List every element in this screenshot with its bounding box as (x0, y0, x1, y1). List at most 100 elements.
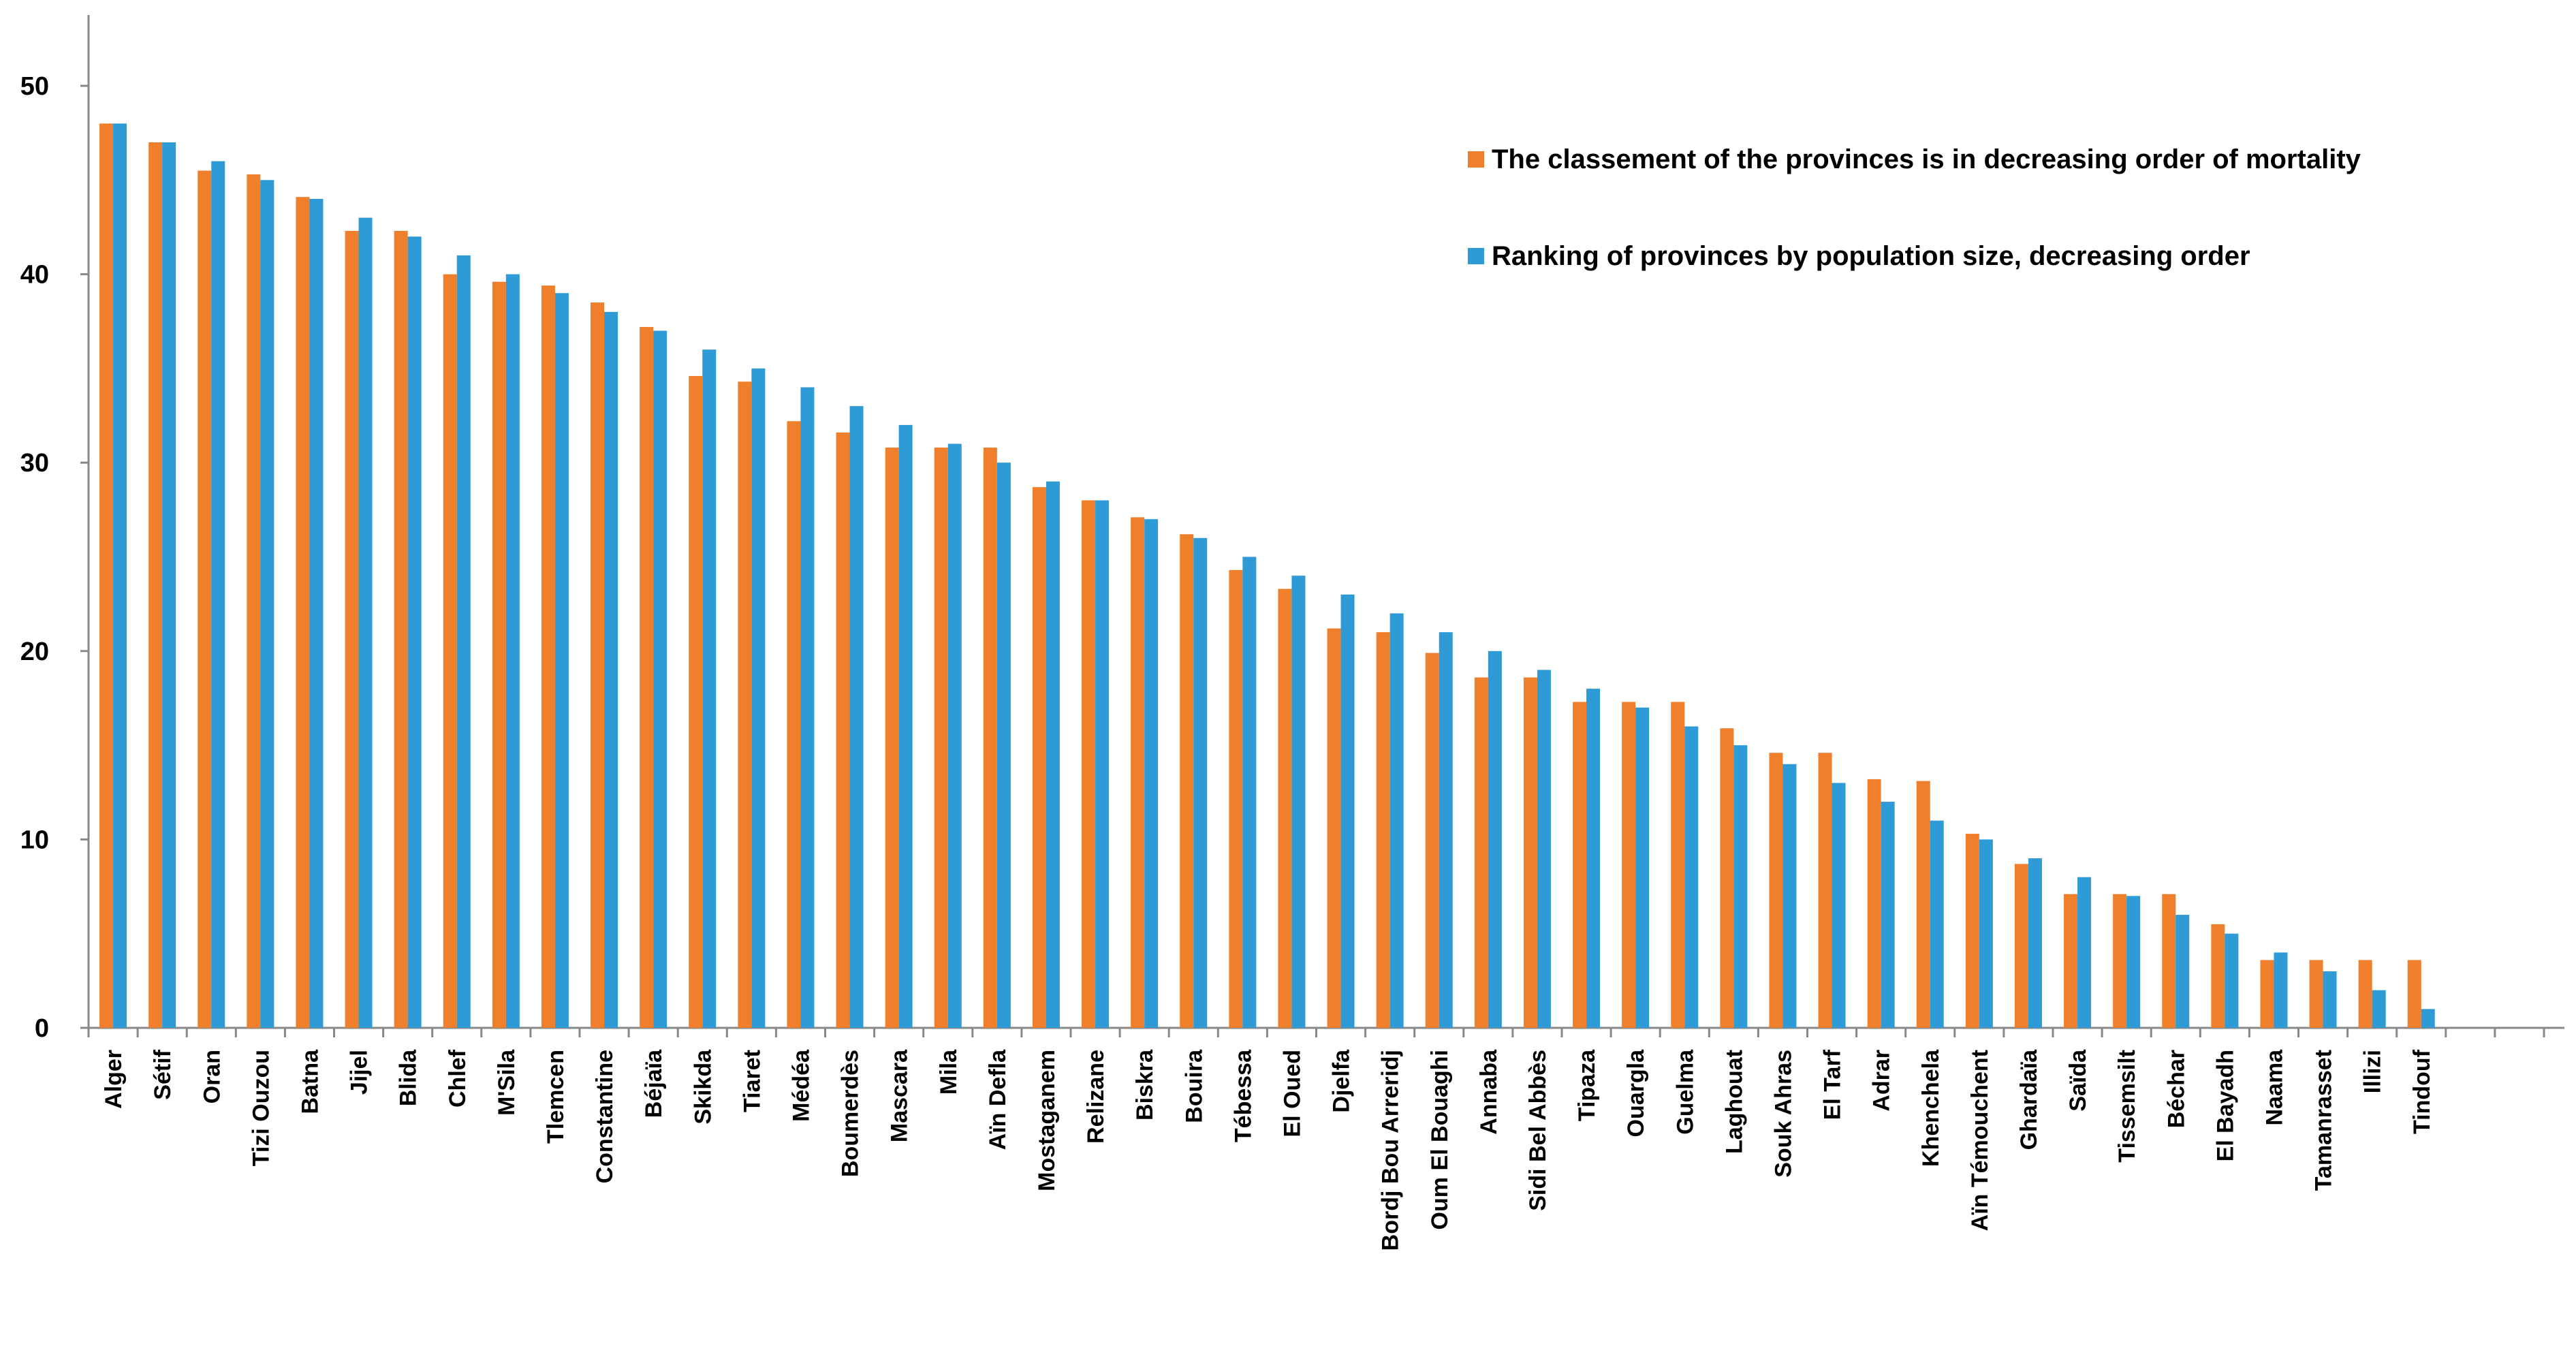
bar-population (1488, 651, 1502, 1028)
x-tick-label: Khenchela (1918, 1049, 1944, 1167)
bar-population (1242, 557, 1257, 1028)
bar-mortality (1916, 781, 1930, 1028)
bar-population (1291, 576, 1306, 1028)
x-tick-label: Tipaza (1574, 1049, 1600, 1121)
bar-mortality (1278, 589, 1292, 1028)
bar-mortality (492, 281, 506, 1028)
x-tick-label: Béjaïa (641, 1049, 667, 1118)
x-tick-label: Chlef (445, 1049, 471, 1108)
x-tick-label: Guelma (1672, 1049, 1698, 1135)
bar-population (1684, 726, 1699, 1028)
bar-mortality (787, 421, 801, 1028)
bar-population (2323, 971, 2337, 1028)
bar-mortality (885, 448, 899, 1028)
bar-population (604, 311, 618, 1028)
x-tick-label: Naama (2261, 1049, 2287, 1126)
bar-population (2274, 952, 2288, 1028)
bar-population (1733, 745, 1748, 1028)
x-tick-label: El Tarf (1820, 1049, 1846, 1120)
bar-population (162, 142, 176, 1029)
bar-population (505, 274, 520, 1029)
x-tick-label: Tlemcen (543, 1050, 569, 1144)
bar-mortality (934, 448, 948, 1028)
x-tick-label: Illizi (2360, 1050, 2386, 1093)
chart-bars (99, 123, 2435, 1029)
x-tick-label: Annaba (1476, 1049, 1502, 1135)
legend-label-mortality: The classement of the provinces is in de… (1492, 144, 2361, 174)
bar-population (1832, 783, 1846, 1028)
bar-population (1537, 670, 1551, 1028)
x-tick-label: Tébessa (1230, 1049, 1256, 1142)
x-tick-label: Oran (199, 1050, 225, 1103)
bar-mortality (541, 285, 555, 1028)
x-tick-label: Mostaganem (1034, 1050, 1060, 1191)
bar-population (456, 255, 471, 1029)
x-tick-label: Sidi Bel Abbès (1525, 1050, 1551, 1211)
bar-mortality (1965, 834, 1979, 1028)
x-tick-label: Blida (396, 1049, 422, 1106)
bar-population (260, 180, 274, 1028)
x-tick-label: Boumerdès (838, 1050, 864, 1177)
bar-population (2372, 990, 2386, 1028)
bar-mortality (2407, 960, 2421, 1028)
bar-mortality (1425, 653, 1439, 1028)
x-tick-label: Ghardaïa (2016, 1049, 2042, 1150)
bar-mortality (1327, 628, 1341, 1028)
bar-population (996, 463, 1011, 1028)
bar-population (1635, 707, 1650, 1028)
bar-population (1782, 764, 1797, 1028)
bar-mortality (1474, 677, 1488, 1028)
x-tick-label: M'Sila (494, 1049, 520, 1116)
bar-population (947, 443, 962, 1028)
y-tick-label: 50 (20, 72, 49, 101)
bar-population (2028, 858, 2042, 1028)
bar-mortality (1867, 779, 1881, 1028)
x-tick-label: Oum El Bouaghi (1427, 1050, 1453, 1229)
bar-population (1389, 613, 1404, 1028)
x-tick-label: Souk Ahras (1770, 1050, 1796, 1178)
bar-mortality (1769, 753, 1783, 1028)
bar-population (2225, 933, 2239, 1028)
y-tick-label: 0 (35, 1014, 49, 1043)
bar-mortality (394, 230, 408, 1029)
legend-swatch-population (1468, 248, 1484, 264)
x-tick-label: Sétif (150, 1049, 176, 1099)
bar-mortality (836, 432, 850, 1028)
legend-swatch-mortality (1468, 151, 1484, 168)
bar-population (1095, 500, 1110, 1028)
bar-population (2126, 896, 2141, 1028)
x-tick-label: Tizi Ouzou (248, 1050, 274, 1166)
bar-population (1881, 802, 1895, 1028)
x-tick-label: Laghouat (1721, 1050, 1747, 1154)
bar-population (751, 368, 766, 1028)
bar-mortality (1032, 487, 1046, 1028)
bar-mortality (983, 448, 997, 1028)
x-tick-label: Mila (936, 1049, 962, 1095)
bar-mortality (2162, 894, 2176, 1028)
bar-population (849, 406, 864, 1028)
bar-population (2421, 1009, 2435, 1028)
bar-population (1586, 689, 1601, 1028)
bar-population (309, 198, 324, 1029)
bar-mortality (198, 170, 212, 1029)
bar-mortality (296, 197, 310, 1029)
x-tick-label: Mascara (887, 1049, 913, 1142)
bar-mortality (1180, 534, 1194, 1028)
x-tick-label: Saïda (2065, 1049, 2091, 1112)
bar-population (1439, 632, 1453, 1028)
bar-population (1193, 537, 1208, 1028)
y-axis-ticks: 0 10 20 30 40 50 (20, 72, 89, 1043)
x-tick-label: Béchar (2163, 1050, 2189, 1128)
bar-population (358, 217, 373, 1028)
y-tick-label: 40 (20, 261, 49, 289)
x-tick-label: Alger (101, 1050, 127, 1109)
bar-population (1979, 839, 1993, 1028)
bar-population (1144, 519, 1159, 1028)
x-tick-label: Aïn Defla (985, 1049, 1011, 1150)
bar-population (800, 387, 815, 1028)
bar-population (1046, 481, 1060, 1028)
bar-mortality (1671, 702, 1685, 1028)
x-tick-label: Jijel (347, 1050, 373, 1095)
bar-population (407, 236, 422, 1028)
